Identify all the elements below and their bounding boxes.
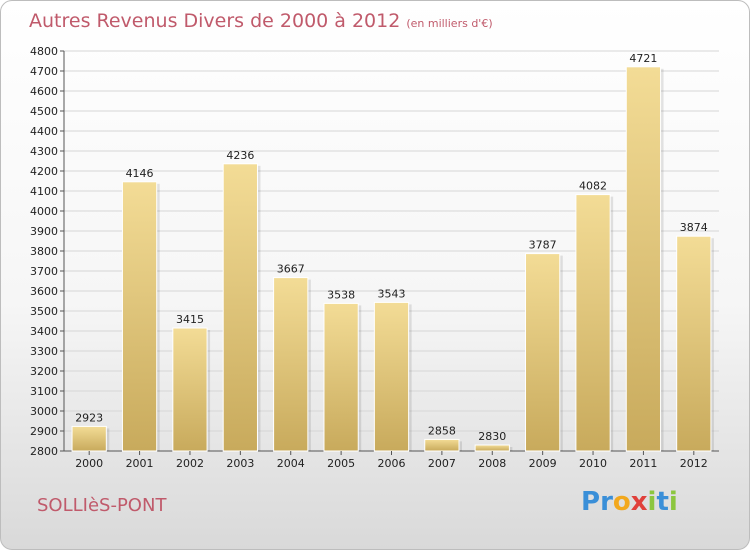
logo-letter: P	[581, 487, 601, 517]
x-axis-labels: 2000 2001 2002 2003 2004 2005 2006 2007 2008 2009…	[75, 451, 708, 470]
y-tick-label: 4600	[30, 85, 58, 98]
x-tick-label: 2006	[378, 457, 406, 470]
y-tick-label: 2900	[30, 425, 58, 438]
chart-title: Autres Revenus Divers de 2000 à 2012 (en …	[29, 10, 493, 32]
y-tick-label: 2800	[30, 445, 58, 458]
bar	[525, 253, 561, 452]
bar-value-label: 3874	[680, 221, 708, 234]
y-tick-label: 3700	[30, 265, 58, 278]
bar-value-label: 2923	[75, 411, 103, 424]
x-tick-label: 2003	[226, 457, 254, 470]
y-tick-label: 3000	[30, 405, 58, 418]
y-tick-label: 3400	[30, 325, 58, 338]
x-tick-label: 2008	[478, 457, 506, 470]
bar	[424, 438, 460, 452]
bar-value-label: 3543	[378, 287, 406, 300]
bar-value-label: 4236	[226, 149, 254, 162]
logo-letter: i	[647, 487, 657, 517]
y-tick-label: 4500	[30, 105, 58, 118]
bars: 2923 4146 3415 4236 3667 3538 3543 2858 2830 3787…	[71, 52, 714, 452]
bar	[273, 277, 309, 452]
bar-value-label: 4146	[126, 167, 154, 180]
y-tick-label: 3100	[30, 385, 58, 398]
logo-letter: x	[630, 487, 648, 517]
y-tick-label: 3500	[30, 305, 58, 318]
bar	[676, 235, 712, 452]
bar	[172, 327, 208, 452]
proxiti-logo: Proxiti	[581, 487, 678, 517]
y-tick-label: 3300	[30, 345, 58, 358]
bar	[71, 425, 107, 452]
y-tick-label: 4300	[30, 145, 58, 158]
x-tick-label: 2009	[529, 457, 557, 470]
y-tick-label: 4100	[30, 185, 58, 198]
x-tick-label: 2007	[428, 457, 456, 470]
bar	[323, 302, 359, 452]
y-tick-label: 4400	[30, 125, 58, 138]
x-tick-label: 2000	[75, 457, 103, 470]
bar-value-label: 2858	[428, 424, 456, 437]
bar	[121, 181, 158, 452]
x-tick-label: 2001	[126, 457, 154, 470]
bar	[625, 66, 662, 452]
bar	[222, 163, 258, 452]
bar-value-label: 3667	[277, 263, 305, 276]
bar	[373, 301, 410, 452]
logo-letter: i	[668, 487, 678, 517]
chart-unit: (en milliers d'€)	[406, 17, 493, 30]
bar-value-label: 4082	[579, 180, 607, 193]
y-tick-label: 3200	[30, 365, 58, 378]
bar-value-label: 3538	[327, 288, 355, 301]
commune-name: SOLLIèS-PONT	[37, 495, 167, 516]
x-tick-label: 2010	[579, 457, 607, 470]
bar-value-label: 3415	[176, 313, 204, 326]
logo-letter: o	[612, 487, 631, 517]
y-tick-label: 3800	[30, 245, 58, 258]
y-tick-label: 3900	[30, 225, 58, 238]
bar-value-label: 2830	[478, 430, 506, 443]
bar	[474, 444, 510, 452]
y-tick-label: 4200	[30, 165, 58, 178]
x-tick-label: 2002	[176, 457, 204, 470]
logo-letter: r	[600, 487, 613, 517]
bar	[575, 194, 611, 452]
y-tick-label: 4800	[30, 45, 58, 58]
y-axis: 2800 2900 3000 3100 3200 3300 3400 3500 3600 3700…	[30, 45, 719, 458]
logo-letter: t	[656, 487, 669, 517]
y-tick-label: 3600	[30, 285, 58, 298]
bar-value-label: 4721	[629, 52, 657, 65]
x-tick-label: 2012	[680, 457, 708, 470]
x-tick-label: 2005	[327, 457, 355, 470]
x-tick-label: 2004	[277, 457, 305, 470]
x-tick-label: 2011	[629, 457, 657, 470]
bar-value-label: 3787	[529, 239, 557, 252]
y-tick-label: 4000	[30, 205, 58, 218]
y-tick-label: 4700	[30, 65, 58, 78]
